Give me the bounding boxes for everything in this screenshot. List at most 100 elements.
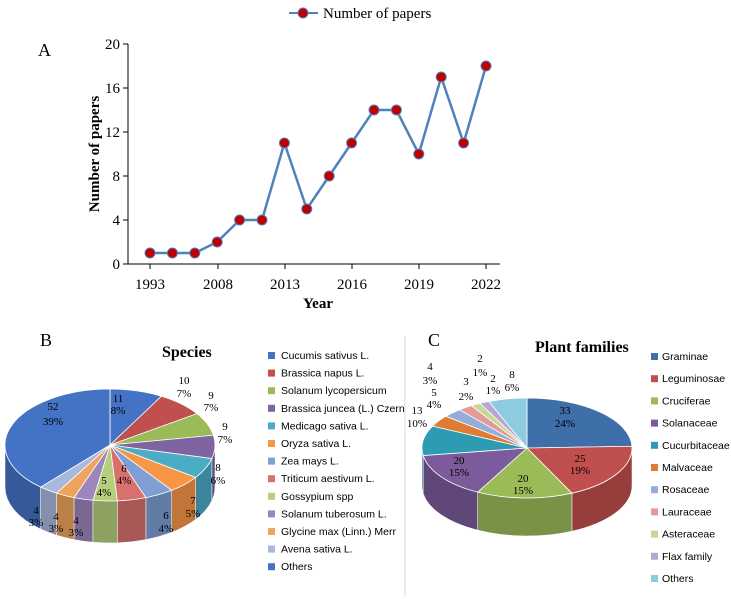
pie-data-label: 8 — [215, 462, 221, 474]
pie-data-label: 20 — [518, 473, 530, 485]
species-legend: Cucumis sativus L. Brassica napus L. Solan… — [268, 350, 405, 573]
pie-data-label: 7% — [177, 388, 192, 400]
legend-swatch — [268, 369, 275, 377]
pie-data-label: 4 — [427, 361, 433, 373]
pie-data-label: 3 — [463, 376, 469, 388]
data-point — [189, 247, 201, 259]
legend-swatch — [268, 528, 275, 535]
data-point — [390, 104, 402, 116]
legend-item-label: Solanaceae — [662, 418, 718, 430]
x-tick-label: 2008 — [203, 277, 233, 293]
legend-item-label: Cruciferae — [662, 395, 711, 407]
data-point — [144, 247, 156, 259]
legend-item-label: Others — [662, 573, 694, 585]
pie-data-label: 6 — [163, 510, 169, 522]
species-title: Species — [162, 344, 212, 361]
legend-item-label: Leguminosae — [662, 373, 725, 385]
data-point — [166, 247, 178, 259]
legend-item-label: Cucurbitaceae — [662, 440, 730, 452]
pie-data-label: 20 — [454, 455, 466, 467]
pie-slice — [476, 447, 573, 499]
y-tick-label: 12 — [105, 125, 120, 141]
y-tick-label: 8 — [113, 169, 121, 185]
pie-slice — [4, 388, 111, 488]
pie-slice-side — [477, 491, 573, 537]
pie-data-label: 4% — [117, 475, 132, 487]
legend-swatch — [268, 352, 275, 359]
y-ticks: 0 4 8 12 16 20 — [105, 37, 128, 273]
pie-data-label: 1% — [473, 367, 488, 379]
legend-swatch — [268, 563, 275, 571]
legend-item-label: Graminae — [662, 351, 708, 363]
pie-data-label: 2 — [477, 353, 483, 365]
data-point — [234, 214, 246, 226]
pie-data-label: 3% — [423, 375, 438, 387]
y-tick-label: 16 — [105, 81, 121, 97]
data-point — [458, 137, 470, 149]
pie-data-label: 39% — [43, 416, 63, 428]
panel-c-label: C — [428, 330, 440, 350]
x-tick-label: 2019 — [404, 277, 434, 293]
pie-slice-side — [92, 499, 118, 544]
pie-slice — [488, 397, 528, 450]
pie-data-label: 5% — [186, 508, 201, 520]
pie-data-label: 6% — [211, 475, 226, 487]
data-point — [256, 214, 268, 226]
legend-swatch — [268, 440, 275, 447]
data-point — [323, 170, 335, 182]
series-line — [150, 65, 488, 255]
legend-label: Number of papers — [323, 6, 431, 22]
pie-data-label: 2% — [459, 391, 474, 403]
legend-item-label: Asteraceae — [662, 529, 715, 541]
pie-data-label: 3% — [29, 517, 44, 529]
pie-data-label: 5 — [101, 475, 107, 487]
y-tick-label: 4 — [113, 213, 121, 229]
pie-slice — [422, 447, 529, 493]
legend-item-label: Others — [281, 561, 313, 573]
legend-item-label: Medicago sativa L. — [281, 420, 369, 432]
pie-data-label: 19% — [570, 465, 590, 477]
legend-item-label: Brassica napus L. — [281, 368, 364, 380]
legend-item-label: Avena sativa L. — [281, 544, 353, 556]
pie-data-label: 10 — [179, 375, 191, 387]
pie-data-label: 52 — [48, 401, 59, 413]
legend-swatch — [651, 486, 658, 494]
pie-data-label: 5 — [431, 387, 437, 399]
species-pie: 118%107% 97%97%86%75%64%64%54%43%43%43%52… — [4, 375, 232, 544]
pie-data-label: 6% — [505, 382, 520, 394]
panel-a-label: A — [38, 40, 51, 60]
y-tick-label: 0 — [113, 257, 121, 273]
pie-data-label: 1% — [486, 385, 501, 397]
pie-data-label: 33 — [560, 405, 572, 417]
legend-item-label: Oryza sativa L. — [281, 438, 351, 450]
families-title: Plant families — [535, 339, 629, 356]
pie-data-label: 24% — [555, 418, 575, 430]
legend-item-label: Malvaceae — [662, 462, 713, 474]
legend-marker — [297, 7, 309, 19]
legend-swatch — [268, 492, 275, 500]
data-point — [480, 60, 492, 72]
data-point — [278, 137, 290, 149]
pie-data-label: 15% — [449, 467, 469, 479]
panel-b-label: B — [40, 330, 52, 350]
legend-swatch — [268, 387, 275, 395]
legend-item-label: Lauraceae — [662, 506, 712, 518]
legend-swatch — [268, 404, 275, 412]
data-point — [301, 203, 313, 215]
line-legend: Number of papers — [289, 6, 431, 22]
x-ticks: 1993 2008 2013 2016 2019 2022 — [135, 264, 501, 293]
x-tick-label: 2022 — [471, 277, 501, 293]
pie-data-label: 4% — [159, 523, 174, 535]
pie-data-label: 4 — [53, 511, 59, 523]
pie-data-label: 2 — [490, 373, 496, 385]
legend-item-label: Solanum lycopersicum — [281, 385, 387, 397]
legend-swatch — [651, 397, 658, 405]
legend-swatch — [651, 353, 658, 360]
legend-item-label: Glycine max (Linn.) Merr — [281, 526, 396, 538]
legend-swatch — [268, 475, 275, 483]
pie-data-label: 10% — [407, 418, 427, 430]
pie-data-label: 8 — [509, 369, 515, 381]
pie-data-label: 11 — [113, 393, 124, 405]
x-tick-label: 1993 — [135, 277, 165, 293]
